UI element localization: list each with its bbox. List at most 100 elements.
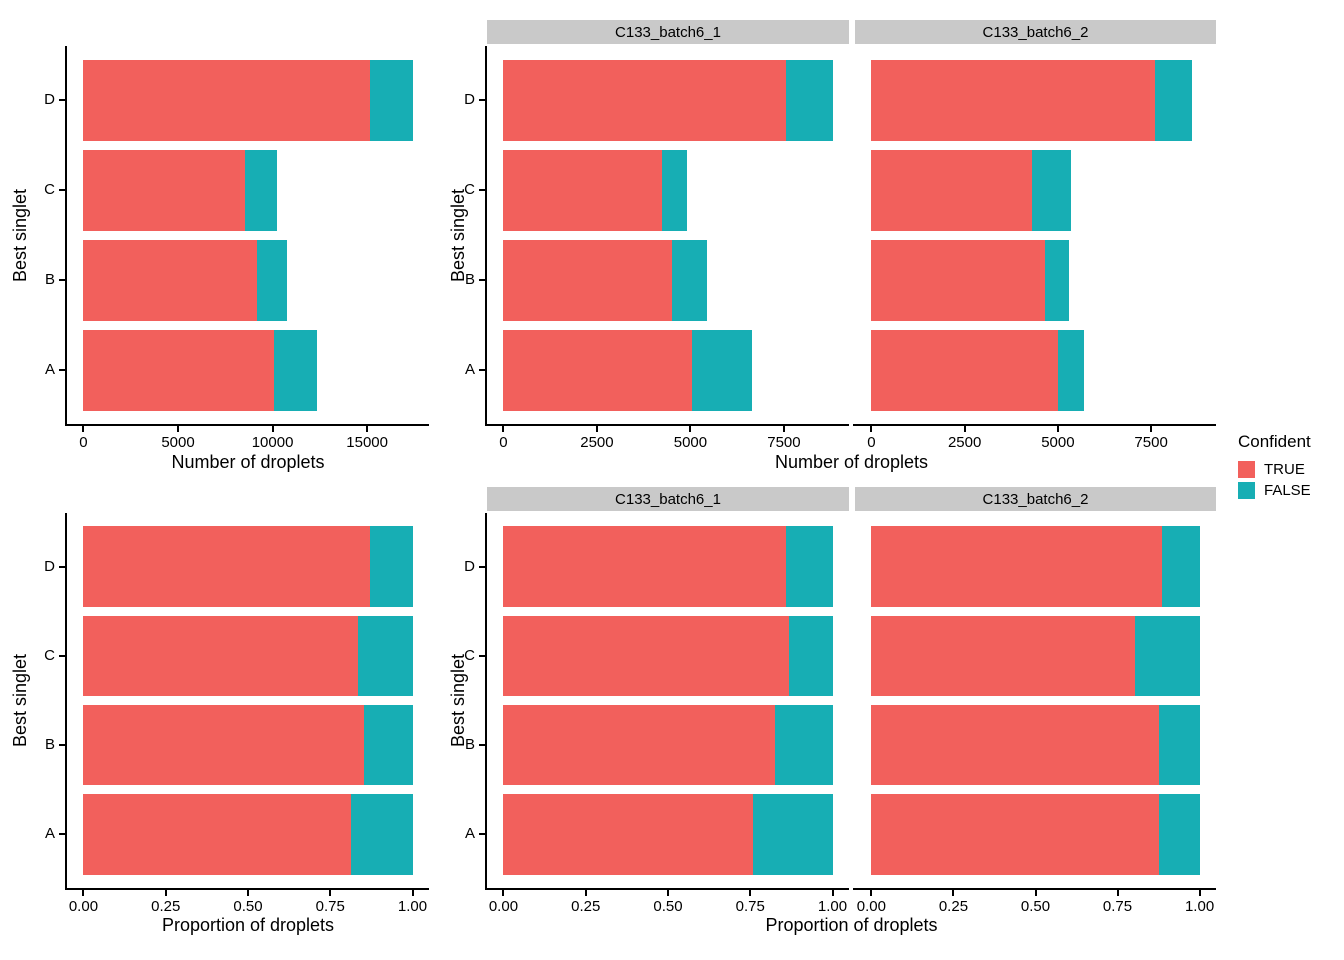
x-tick-1.00 (831, 890, 834, 896)
bar-false-D-proportions-overall (370, 526, 413, 607)
legend-entry-false: FALSE (1238, 482, 1342, 499)
x-tick-label-1.00: 1.00 (397, 898, 428, 915)
x-tick-label-5000: 5000 (673, 434, 708, 451)
x-tick-7500 (1150, 426, 1153, 432)
x-tick-label-0: 0 (499, 434, 508, 451)
legend-swatch-true (1238, 461, 1255, 478)
x-tick-label-1.00: 1.00 (1184, 898, 1215, 915)
y-tick-D (59, 99, 65, 101)
legend-label-false: FALSE (1264, 482, 1311, 499)
facet-strip: C133_batch6_1 (487, 20, 849, 44)
y-tick-B (479, 744, 485, 747)
x-tick-label-2500: 2500 (947, 434, 982, 451)
bar-false-D-proportions-by-batch-facet-0 (785, 526, 833, 607)
bar-true-B-proportions-by-batch-facet-0 (503, 704, 776, 786)
bar-true-A-counts-overall (83, 329, 274, 411)
bar-false-A-counts-by-batch-facet-1 (1057, 329, 1084, 411)
x-tick-label-15000: 15000 (346, 434, 388, 451)
bar-false-C-proportions-overall (357, 615, 413, 697)
facet-strip: C133_batch6_2 (855, 20, 1216, 44)
facet-strip: C133_batch6_1 (487, 487, 849, 511)
bar-true-A-proportions-overall (83, 794, 352, 875)
y-tick-B (59, 744, 65, 747)
x-axis-line-counts-by-batch-facet-0 (485, 424, 849, 426)
bar-false-A-counts-overall (273, 329, 318, 411)
x-tick-5000 (177, 426, 180, 432)
y-tick-label-C: C (464, 181, 475, 198)
y-tick-label-D: D (44, 557, 55, 575)
bar-true-D-proportions-by-batch-facet-0 (503, 526, 786, 607)
x-tick-0.00 (870, 890, 873, 896)
legend-title: Confident (1238, 432, 1311, 451)
x-tick-label-0.50: 0.50 (1020, 898, 1051, 915)
y-tick-A (59, 369, 65, 371)
x-tick-label-0.00: 0.00 (68, 898, 99, 915)
bar-true-B-counts-by-batch-facet-0 (503, 239, 672, 321)
y-tick-label-C: C (44, 646, 55, 664)
x-tick-0.25 (584, 890, 587, 896)
x-tick-0.25 (164, 890, 167, 896)
y-tick-label-A: A (464, 361, 475, 378)
x-axis-title-counts-overall: Number of droplets (171, 452, 325, 472)
x-tick-2500 (963, 426, 966, 432)
bar-false-C-counts-by-batch-facet-0 (662, 149, 687, 231)
y-tick-label-B: B (44, 736, 55, 754)
bar-false-B-proportions-overall (363, 704, 413, 786)
x-tick-0.75 (329, 890, 332, 896)
bar-true-A-counts-by-batch-facet-1 (871, 329, 1058, 411)
y-axis-line-counts-overall (65, 46, 67, 426)
x-tick-label-5000: 5000 (1041, 434, 1075, 451)
x-tick-label-7500: 7500 (767, 434, 801, 451)
bar-false-D-counts-overall (369, 59, 413, 141)
x-tick-0.00 (502, 890, 505, 896)
bar-true-C-proportions-by-batch-facet-0 (503, 615, 789, 697)
y-tick-C (479, 189, 485, 191)
x-tick-label-0.75: 0.75 (315, 898, 345, 915)
bar-true-B-counts-overall (83, 239, 257, 321)
x-tick-label-0.25: 0.25 (151, 898, 181, 915)
bar-true-D-counts-by-batch-facet-1 (871, 59, 1155, 141)
x-tick-5000 (1056, 426, 1059, 432)
x-tick-1.00 (1198, 890, 1201, 896)
x-tick-10000 (271, 426, 274, 432)
legend-label-true: TRUE (1264, 461, 1305, 478)
x-tick-0.75 (749, 890, 752, 896)
bar-false-A-proportions-overall (351, 794, 413, 875)
x-tick-label-0.00: 0.00 (488, 898, 519, 915)
x-tick-7500 (782, 426, 785, 432)
bar-false-C-proportions-by-batch-facet-0 (788, 615, 833, 697)
facet-strip: C133_batch6_2 (855, 487, 1216, 511)
y-axis-title-text: Best singlet (10, 653, 31, 748)
bar-false-D-counts-by-batch-facet-0 (785, 59, 833, 141)
y-axis-title-text: Best singlet (10, 188, 31, 282)
x-tick-0.25 (952, 890, 955, 896)
bar-true-A-counts-by-batch-facet-0 (503, 329, 693, 411)
x-tick-label-0.50: 0.50 (233, 898, 263, 915)
bar-false-B-counts-overall (256, 239, 287, 321)
bar-true-C-proportions-by-batch-facet-1 (871, 615, 1136, 697)
x-tick-label-0.25: 0.25 (571, 898, 601, 915)
y-tick-label-A: A (44, 361, 55, 378)
x-tick-0 (82, 426, 85, 432)
bar-true-B-proportions-by-batch-facet-1 (871, 704, 1160, 786)
legend-entry-true: TRUE (1238, 461, 1342, 478)
x-tick-2500 (595, 426, 598, 432)
x-axis-line-proportions-by-batch-facet-0 (485, 888, 849, 890)
bar-false-A-proportions-by-batch-facet-0 (753, 794, 833, 875)
y-tick-A (59, 833, 65, 836)
x-axis-line-counts-overall (65, 424, 429, 426)
y-tick-label-D: D (464, 91, 475, 108)
bar-false-D-counts-by-batch-facet-1 (1154, 59, 1193, 141)
x-tick-0.50 (667, 890, 669, 896)
x-tick-label-2500: 2500 (580, 434, 614, 451)
x-tick-label-0.75: 0.75 (1102, 898, 1133, 915)
y-axis-line-proportions-overall (65, 513, 67, 890)
x-tick-label-0.25: 0.25 (938, 898, 969, 915)
x-axis-line-proportions-by-batch-facet-1 (853, 888, 1216, 890)
x-tick-0.75 (1116, 890, 1119, 896)
y-axis-line-proportions-by-batch-facet-0 (485, 513, 487, 890)
y-tick-C (59, 654, 65, 657)
bar-true-D-counts-overall (83, 59, 370, 141)
y-tick-C (479, 654, 485, 657)
x-tick-5000 (689, 426, 692, 432)
